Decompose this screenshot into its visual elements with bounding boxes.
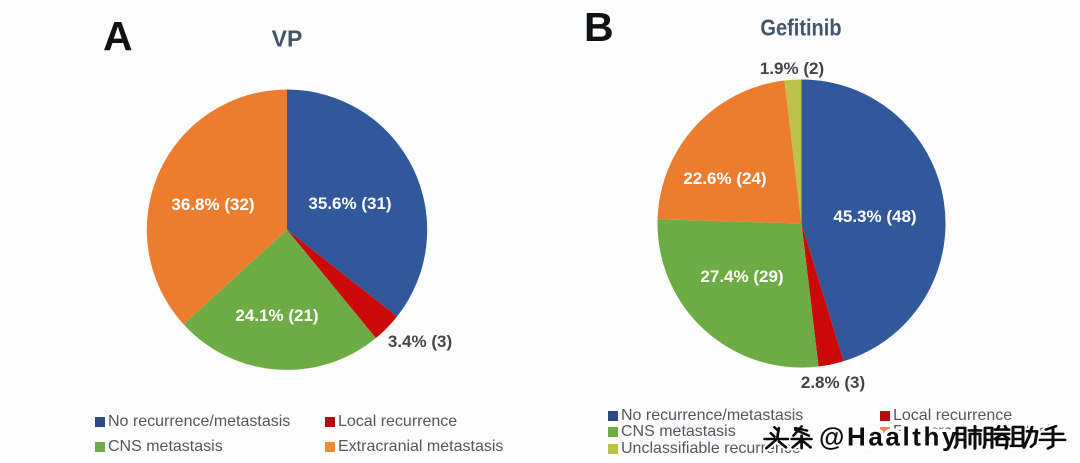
svg-text:@Haalthy: @Haalthy bbox=[819, 422, 959, 452]
svg-text:@Haalthy: @Haalthy bbox=[819, 422, 959, 452]
